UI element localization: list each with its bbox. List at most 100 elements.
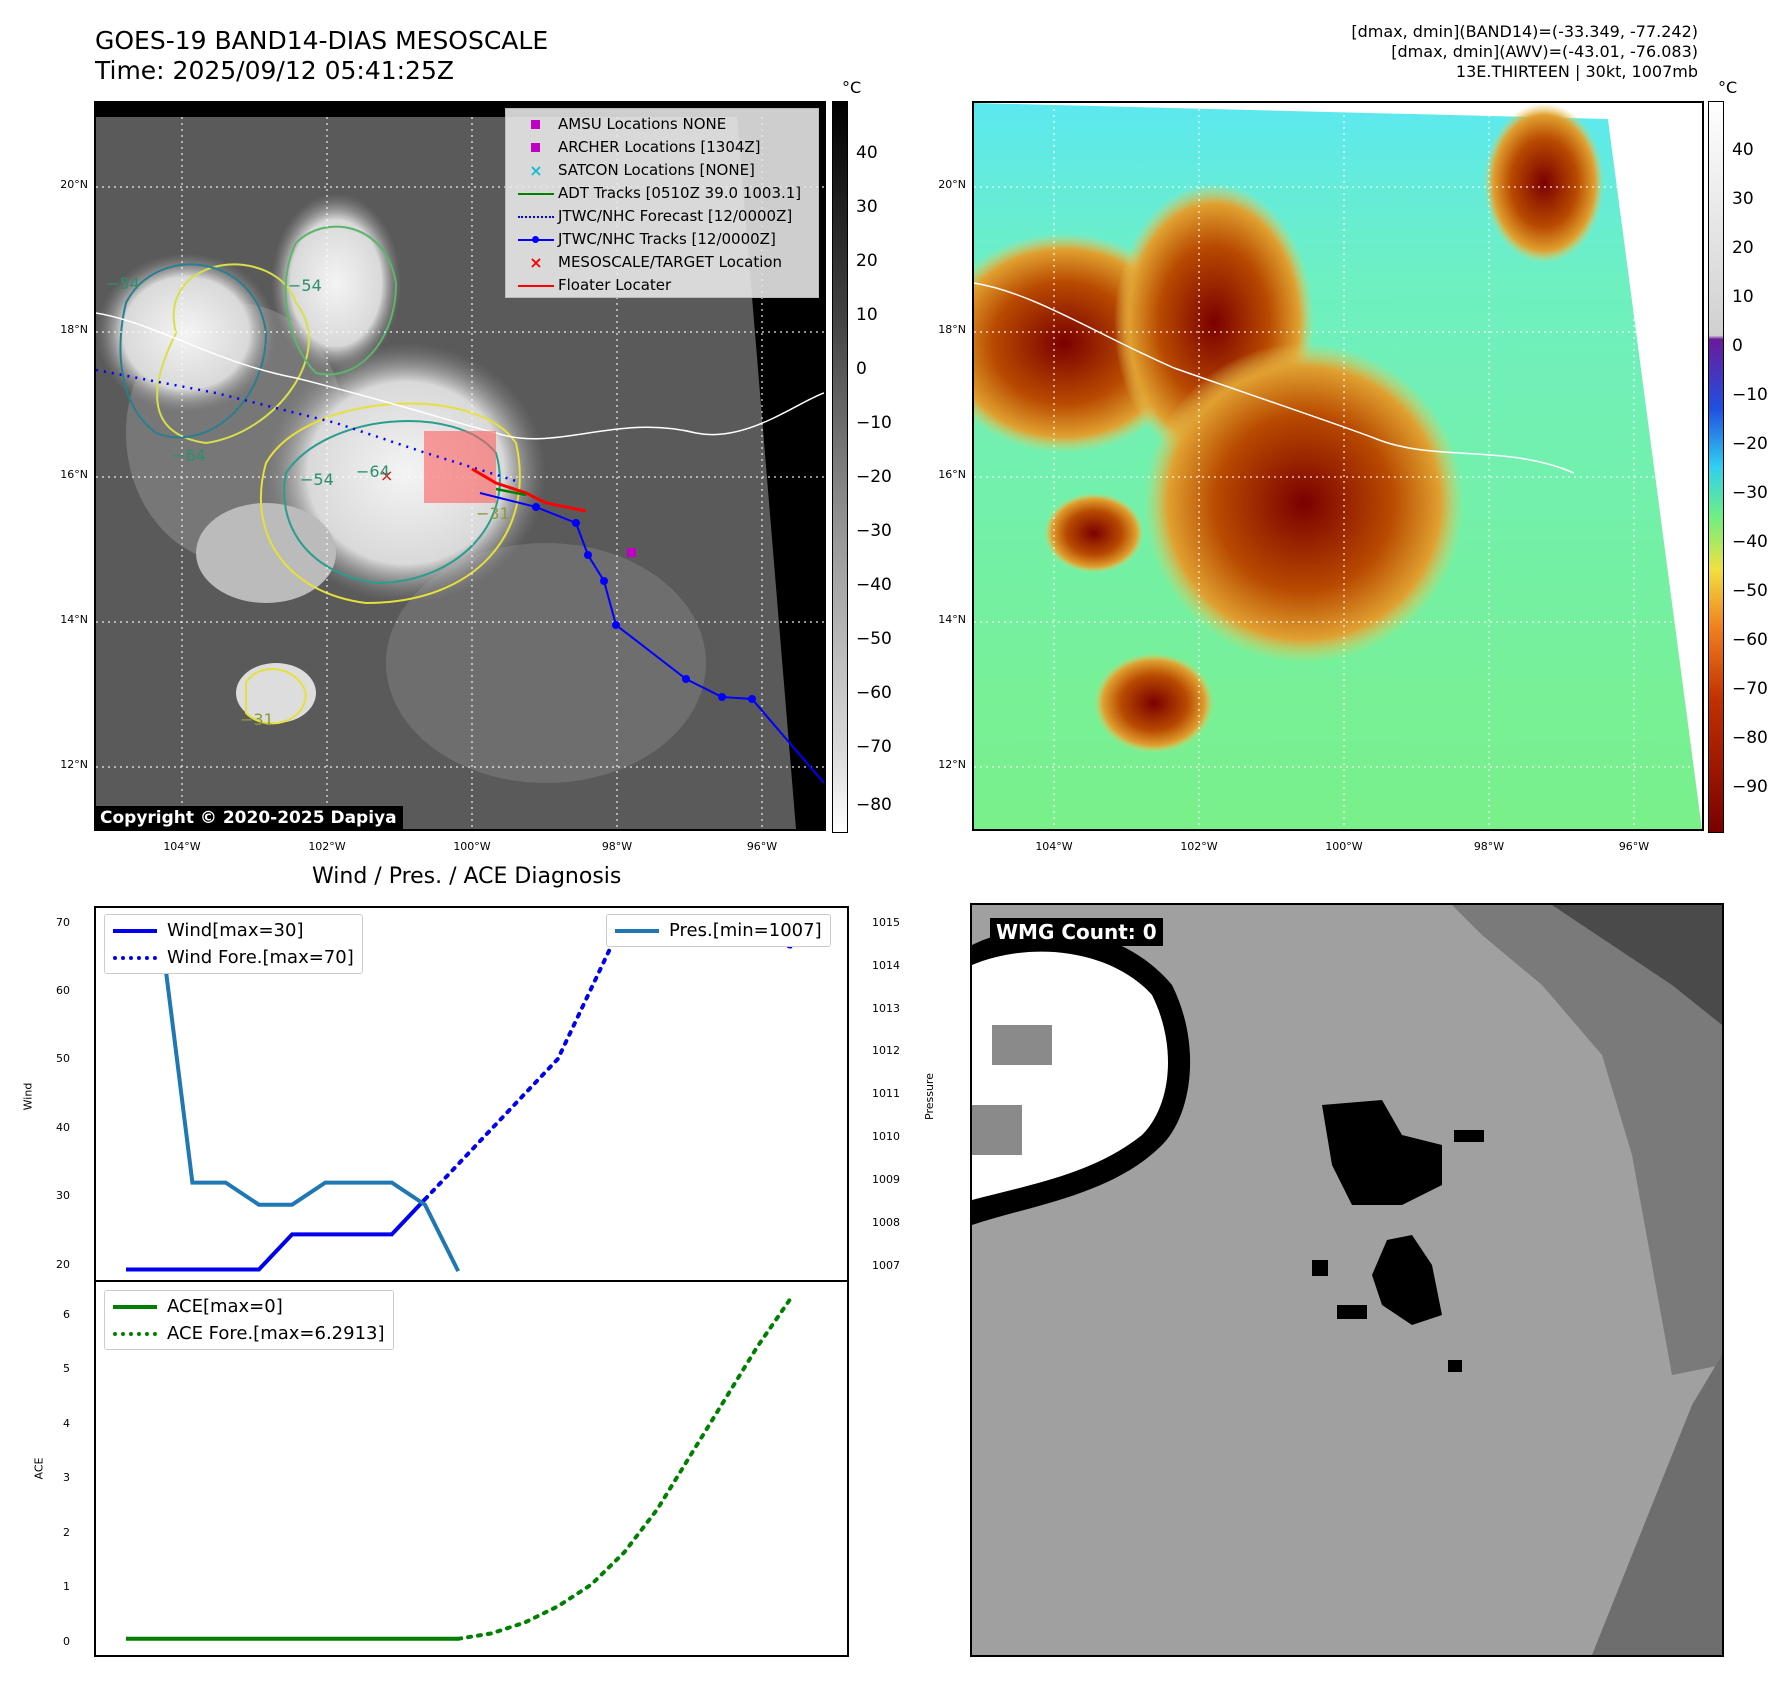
colorbar-right-unit: °C	[1718, 78, 1738, 97]
colorbar-left	[832, 101, 848, 833]
colorbar-right-tick: 0	[1732, 336, 1743, 356]
stats-awv: [dmax, dmin](AWV)=(-43.01, -76.083)	[1391, 42, 1698, 61]
pressure-ytick: 1009	[872, 1173, 900, 1186]
colorbar-right-tick: −40	[1732, 532, 1768, 552]
contour-label-6: −31	[476, 504, 510, 523]
colorbar-right-tick: 20	[1732, 238, 1754, 258]
legend-item-ace-forecast: ACE Fore.[max=6.2913]	[113, 1320, 385, 1347]
colorbar-right-tick: −20	[1732, 434, 1768, 454]
colorbar-left-tick: 20	[856, 251, 878, 271]
colorbar-right-tick: −50	[1732, 581, 1768, 601]
colorbar-right-tick: 30	[1732, 189, 1754, 209]
lon-tick: 96°W	[746, 840, 778, 853]
wv-map-image	[974, 103, 1702, 829]
legend-item-pressure: Pres.[min=1007]	[615, 917, 822, 944]
map-legend: AMSU Locations NONE ARCHER Locations [13…	[505, 108, 819, 298]
wmg-count-label: WMG Count: 0	[990, 918, 1163, 946]
series-line-ace-1	[456, 1296, 793, 1641]
legend-item-tracks: JTWC/NHC Tracks [12/0000Z]	[514, 228, 810, 251]
lon-tick: 98°W	[601, 840, 633, 853]
wind-ytick: 60	[56, 984, 70, 997]
ace-chart	[126, 1296, 793, 1641]
legend-item-floater: Floater Locater	[514, 274, 810, 297]
legend-item-wind-forecast: Wind Fore.[max=70]	[113, 944, 354, 971]
wind-ylabel: Wind	[21, 1082, 35, 1111]
legend-item-adt: ADT Tracks [0510Z 39.0 1003.1]	[514, 182, 810, 205]
legend-item-target: × MESOSCALE/TARGET Location	[529, 253, 783, 272]
mesoscale-box	[424, 431, 496, 503]
colorbar-left-tick: −30	[856, 521, 892, 541]
colorbar-right-tick: 10	[1732, 287, 1754, 307]
series-line-2	[126, 914, 460, 1272]
pressure-ytick: 1015	[872, 916, 900, 929]
colorbar-left-tick: 30	[856, 197, 878, 217]
colorbar-left-tick: 40	[856, 143, 878, 163]
copyright-label: Copyright © 2020-2025 Dapiya	[94, 806, 403, 830]
wmg-image	[972, 905, 1722, 1655]
wmg-panel	[970, 903, 1724, 1657]
colorbar-right-tick: −80	[1732, 728, 1768, 748]
contour-label-5: −54	[300, 470, 334, 489]
adt-track	[495, 487, 527, 497]
wind-ytick: 50	[56, 1052, 70, 1065]
ace-legend: ACE[max=0] ACE Fore.[max=6.2913]	[104, 1290, 394, 1350]
figure-stats: [dmax, dmin](BAND14)=(-33.349, -77.242) …	[1351, 22, 1698, 82]
series-line-1	[423, 916, 793, 1202]
colorbar-left-tick: −40	[856, 575, 892, 595]
lat-tick: 18°N	[60, 323, 88, 336]
ace-panel	[94, 1280, 849, 1657]
ace-ytick: 1	[63, 1580, 70, 1593]
pressure-legend: Pres.[min=1007]	[606, 914, 831, 947]
colorbar-left-unit: °C	[842, 78, 862, 97]
wv-map-panel	[972, 101, 1704, 831]
colorbar-right-tick: −70	[1732, 679, 1768, 699]
lon-tick: 104°W	[163, 840, 201, 853]
series-line-0	[126, 1197, 427, 1272]
lat-tick: 20°N	[60, 178, 88, 191]
title-line-2: Time: 2025/09/12 05:41:25Z	[95, 56, 454, 85]
lat-tick: 16°N	[938, 468, 966, 481]
lat-tick: 12°N	[938, 758, 966, 771]
contour-label-3: −64	[172, 446, 206, 465]
pressure-ytick: 1012	[872, 1044, 900, 1057]
wind-ytick: 70	[56, 916, 70, 929]
ace-ylabel: ACE	[32, 1457, 46, 1480]
diagnosis-title: Wind / Pres. / ACE Diagnosis	[312, 864, 622, 889]
pressure-ytick: 1011	[872, 1087, 900, 1100]
colorbar-right-tick: −30	[1732, 483, 1768, 503]
colorbar-right-tick: −90	[1732, 777, 1768, 797]
colorbar-left-tick: −60	[856, 683, 892, 703]
wind-ytick: 30	[56, 1189, 70, 1202]
legend-item-satcon: × SATCON Locations [NONE]	[529, 161, 755, 180]
lon-tick: 98°W	[1473, 840, 1505, 853]
lon-tick: 102°W	[1180, 840, 1218, 853]
pressure-ytick: 1010	[872, 1130, 900, 1143]
legend-item-archer: ARCHER Locations [1304Z]	[514, 136, 810, 159]
legend-item-forecast: JTWC/NHC Forecast [12/0000Z]	[514, 205, 810, 228]
colorbar-left-tick: −70	[856, 737, 892, 757]
figure-title: GOES-19 BAND14-DIAS MESOSCALE Time: 2025…	[95, 26, 548, 86]
ace-ytick: 4	[63, 1417, 70, 1430]
lat-tick: 14°N	[938, 613, 966, 626]
stats-band14: [dmax, dmin](BAND14)=(-33.349, -77.242)	[1351, 22, 1698, 41]
contour-label-2: −54	[288, 276, 322, 295]
lat-tick: 16°N	[60, 468, 88, 481]
colorbar-left-tick: −50	[856, 629, 892, 649]
colorbar-right-tick: 40	[1732, 140, 1754, 160]
ace-ytick: 0	[63, 1635, 70, 1648]
colorbar-right-tick: −60	[1732, 630, 1768, 650]
archer-marker	[627, 548, 636, 557]
best-track	[479, 492, 824, 784]
pressure-ytick: 1008	[872, 1216, 900, 1229]
pressure-ytick: 1013	[872, 1002, 900, 1015]
title-line-1: GOES-19 BAND14-DIAS MESOSCALE	[95, 26, 549, 55]
colorbar-right	[1708, 101, 1724, 833]
floater-track	[471, 467, 587, 513]
lon-tick: 104°W	[1035, 840, 1073, 853]
pressure-ylabel: Pressure	[922, 1073, 936, 1120]
colorbar-right-tick: −10	[1732, 385, 1768, 405]
stats-storm: 13E.THIRTEEN | 30kt, 1007mb	[1455, 62, 1698, 81]
ace-ytick: 3	[63, 1471, 70, 1484]
target-marker: ×	[380, 466, 393, 485]
wind-ytick: 40	[56, 1121, 70, 1134]
